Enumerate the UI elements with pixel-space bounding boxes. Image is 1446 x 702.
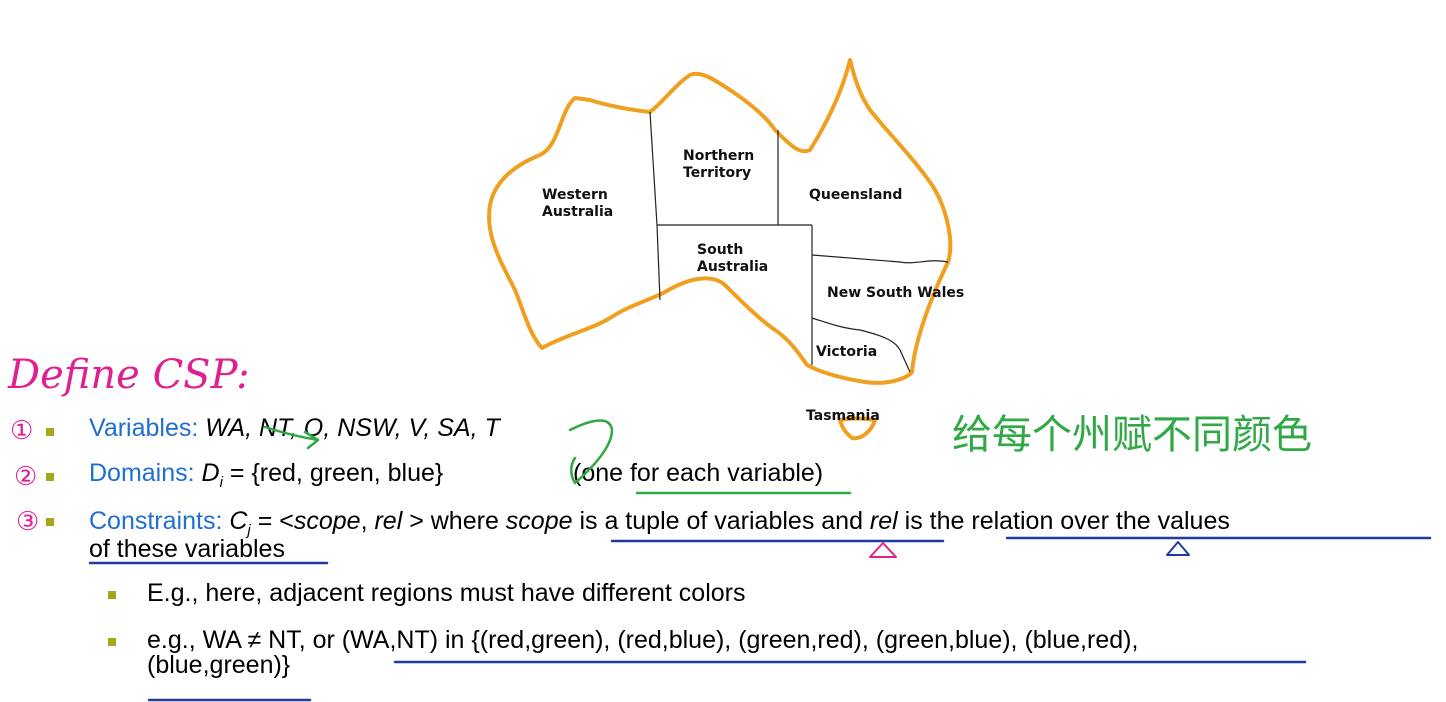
domains-subscript: i: [219, 474, 223, 491]
circled-number-3: ③: [16, 507, 40, 537]
label-south-australia: South Australia: [697, 242, 769, 275]
label-northern-territory: Northern Territory: [683, 148, 755, 181]
label-victoria: Victoria: [816, 344, 878, 360]
variables-label: Variables:: [89, 414, 199, 442]
constraints-label: Constraints:: [89, 507, 223, 535]
bullet-marker: [108, 591, 116, 599]
circled-number-2: ②: [14, 462, 38, 492]
label-tasmania: Tasmania: [806, 408, 880, 424]
constraints-scope2: scope: [505, 507, 573, 535]
constraints-line: Constraints: Cj = <scope, rel > where sc…: [89, 507, 1230, 545]
circled-number-1: ①: [10, 416, 34, 446]
domains-symbol: D: [201, 459, 220, 487]
variables-value: WA, NT, Q, NSW, V, SA, T: [205, 414, 500, 442]
constraints-eq: = <: [250, 507, 294, 535]
domains-label: Domains:: [89, 459, 195, 487]
constraints-comma: ,: [360, 507, 375, 535]
constraints-line2: of these variables: [89, 535, 285, 563]
handwritten-chinese-note: 给每个州赋不同颜色: [952, 412, 1312, 458]
australia-outline: [487, 58, 953, 385]
bullet-marker: [46, 428, 54, 436]
constraints-rest3: is the relation over the values: [897, 507, 1230, 535]
sub-bullet-2-line1: e.g., WA ≠ NT, or (WA,NT) in {(red,green…: [147, 626, 1139, 654]
variables-line: Variables: WA, NT, Q, NSW, V, SA, T: [89, 414, 500, 442]
domains-note: (one for each variable): [573, 459, 824, 487]
constraints-rel2: rel: [869, 507, 898, 535]
bullet-marker: [108, 638, 116, 646]
domains-value: = {red, green, blue}: [222, 459, 444, 487]
bullet-marker: [46, 473, 54, 481]
constraints-subscript: j: [247, 522, 251, 539]
label-new-south-wales: New South Wales: [827, 285, 965, 301]
label-queensland: Queensland: [809, 187, 903, 203]
constraints-symbol: C: [229, 507, 248, 535]
sub-bullet-2-line2: (blue,green)}: [147, 651, 291, 679]
handwritten-title: Define CSP:: [8, 352, 250, 398]
label-western-australia: Western Australia: [542, 187, 614, 220]
state-borders: [649, 111, 949, 373]
domains-line: Domains: Di = {red, green, blue}: [89, 459, 443, 497]
constraints-rest2: is a tuple of variables and: [572, 507, 870, 535]
sub-bullet-1: E.g., here, adjacent regions must have d…: [147, 579, 746, 607]
constraints-scope: scope: [293, 507, 361, 535]
constraints-rel: rel: [374, 507, 403, 535]
bullet-marker: [46, 518, 54, 526]
constraints-rest1: > where: [402, 507, 506, 535]
tasmania-outline: [837, 416, 878, 441]
